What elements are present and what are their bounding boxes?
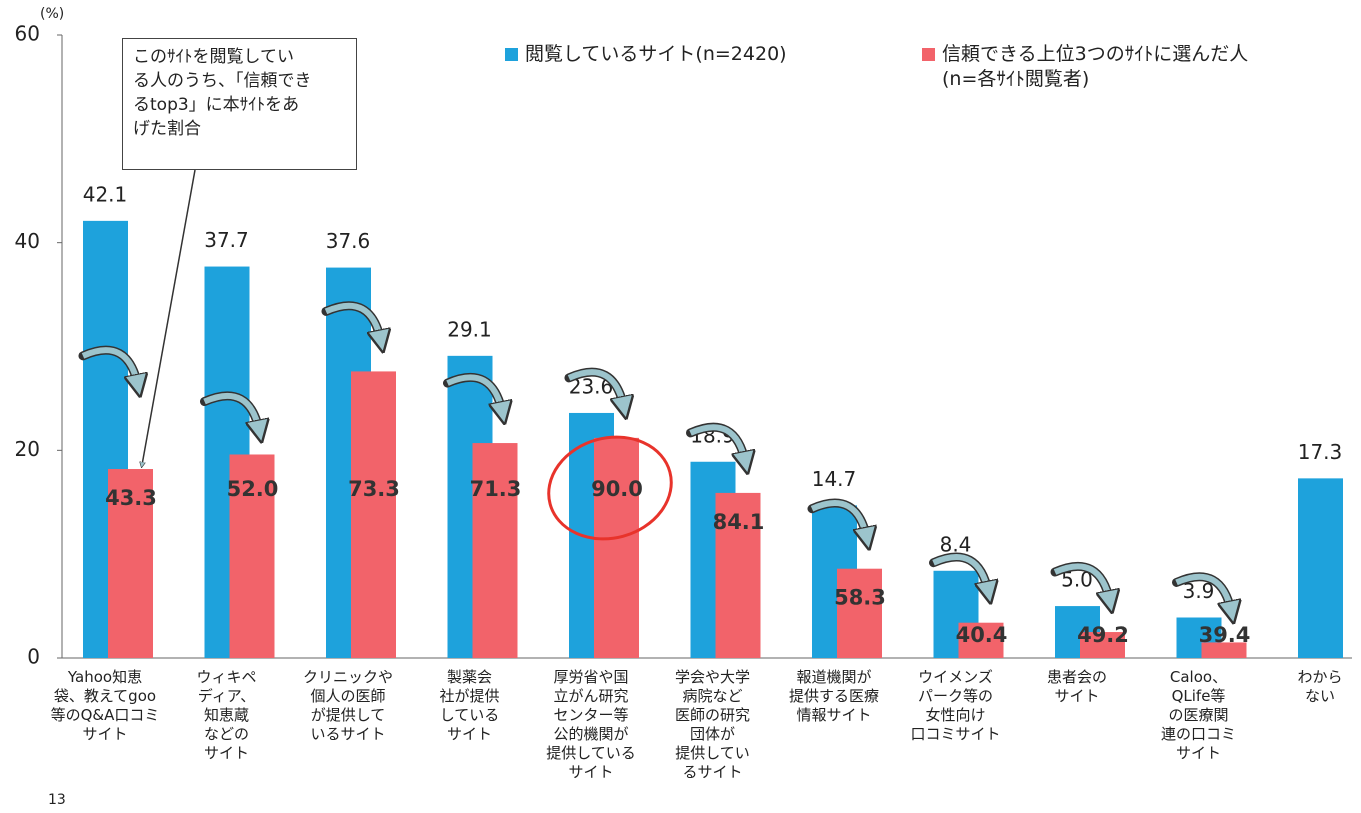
y-tick-label: 60 — [15, 22, 40, 46]
x-tick-label: Caloo、 QLife等 の医療関 連の口コミ サイト — [1160, 668, 1236, 762]
rate-label: 90.0 — [591, 477, 643, 501]
value-label: 29.1 — [447, 317, 492, 341]
legend-label: 信頼できる上位3つのｻｲﾄに選んだ人 (n=各ｻｲﾄ閲覧者) — [942, 43, 1249, 90]
x-tick-label: Yahoo知恵 袋、教えてgoo 等のQ&A口コミ サイト — [50, 668, 160, 743]
page-number: 13 — [48, 792, 66, 808]
arrow — [1053, 563, 1110, 602]
bar — [229, 454, 275, 658]
y-tick-label: 40 — [15, 229, 40, 253]
arrow — [932, 554, 989, 593]
arrow — [1175, 573, 1232, 613]
bar — [1298, 478, 1343, 658]
x-tick-label: 学会や大学 病院など 医師の研究 団体が 提供してい るサイト — [674, 668, 750, 781]
rate-label: 58.3 — [834, 586, 886, 610]
rate-label: 52.0 — [227, 477, 279, 501]
arrow — [810, 500, 867, 539]
y-tick-label: 20 — [15, 437, 40, 461]
x-tick-label: ウイメンズ パーク等の 女性向け 口コミサイト — [910, 668, 1001, 743]
x-tick-label: 報道機関が 提供する医療 情報サイト — [788, 668, 879, 724]
bar — [958, 622, 1004, 658]
value-label: 8.4 — [940, 532, 972, 556]
value-label: 17.3 — [1298, 440, 1343, 464]
rate-label: 71.3 — [470, 477, 522, 501]
rate-label: 43.3 — [105, 486, 157, 510]
bar — [108, 469, 153, 658]
value-label: 42.1 — [83, 182, 128, 206]
bar — [837, 568, 882, 658]
bar — [351, 371, 396, 658]
rate-label: 49.2 — [1077, 623, 1129, 647]
value-label: 14.7 — [812, 467, 857, 491]
value-label: 37.7 — [204, 228, 249, 252]
rate-label: 84.1 — [713, 510, 765, 534]
x-tick-label: わから ない — [1297, 668, 1343, 705]
rate-label: 40.4 — [956, 623, 1008, 647]
x-tick-label: 製薬会 社が提供 している サイト — [439, 668, 500, 743]
bar — [715, 492, 761, 658]
bar — [594, 437, 639, 658]
y-tick-label: 0 — [27, 645, 40, 669]
rate-label: 39.4 — [1199, 623, 1251, 647]
arrow — [446, 374, 503, 413]
rate-label: 73.3 — [348, 477, 400, 501]
arrow — [81, 347, 138, 386]
highlight-circle — [547, 435, 673, 541]
y-unit: (%) — [40, 6, 64, 22]
x-tick-label: 厚労省や国 立がん研究 センター等 公的機関が 提供している サイト — [546, 668, 636, 781]
bar — [472, 443, 518, 658]
callout: このｻｲﾄを閲覧してい る人のうち、「信頼でき るtop3」に本ｻｲﾄをあ げた… — [122, 38, 357, 170]
value-label: 37.6 — [326, 229, 371, 253]
x-tick-label: ウィキペ ディア、 知恵蔵 などの サイト — [196, 668, 257, 762]
x-tick-label: 患者会の サイト — [1046, 668, 1107, 705]
legend-swatch — [922, 48, 935, 61]
callout-pointer — [142, 169, 196, 465]
bar — [1080, 632, 1125, 658]
legend-label: 閲覧しているサイト(n=2420) — [525, 43, 787, 65]
bar — [1201, 642, 1247, 658]
arrow — [567, 369, 624, 408]
arrow — [203, 392, 260, 432]
arrow — [324, 302, 381, 342]
arrow — [689, 424, 746, 463]
legend-swatch — [505, 48, 518, 61]
x-tick-label: クリニックや 個人の医師 が提供して いるサイト — [302, 668, 393, 743]
